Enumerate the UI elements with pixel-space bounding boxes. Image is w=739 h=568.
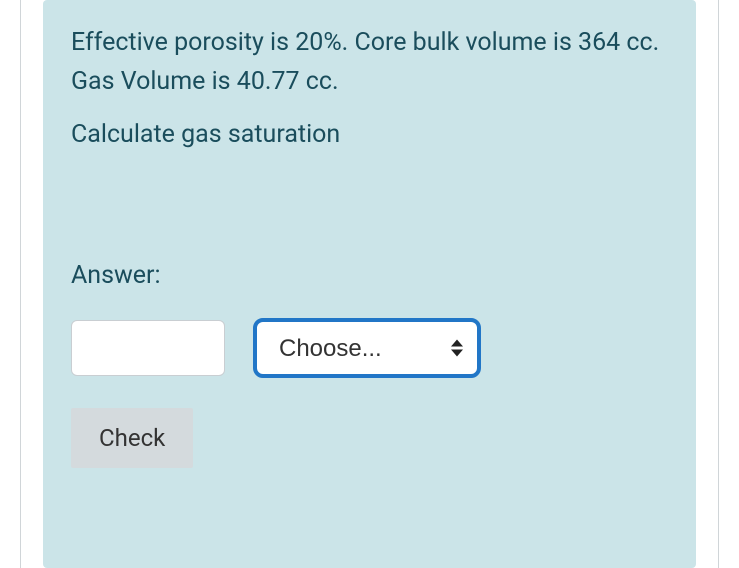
question-context: Effective porosity is 20%. Core bulk vol…: [71, 24, 668, 102]
answer-input[interactable]: [71, 320, 225, 376]
check-button[interactable]: Check: [71, 408, 193, 468]
answer-section: Answer: Choose... Check: [71, 261, 668, 468]
quiz-panel: Effective porosity is 20%. Core bulk vol…: [43, 0, 696, 568]
answer-input-row: Choose...: [71, 318, 668, 378]
unit-dropdown[interactable]: Choose...: [253, 318, 481, 378]
question-instruction: Calculate gas saturation: [71, 116, 668, 154]
answer-label: Answer:: [71, 261, 668, 290]
dropdown-wrapper: Choose...: [253, 318, 481, 378]
outer-container: Effective porosity is 20%. Core bulk vol…: [20, 0, 719, 568]
